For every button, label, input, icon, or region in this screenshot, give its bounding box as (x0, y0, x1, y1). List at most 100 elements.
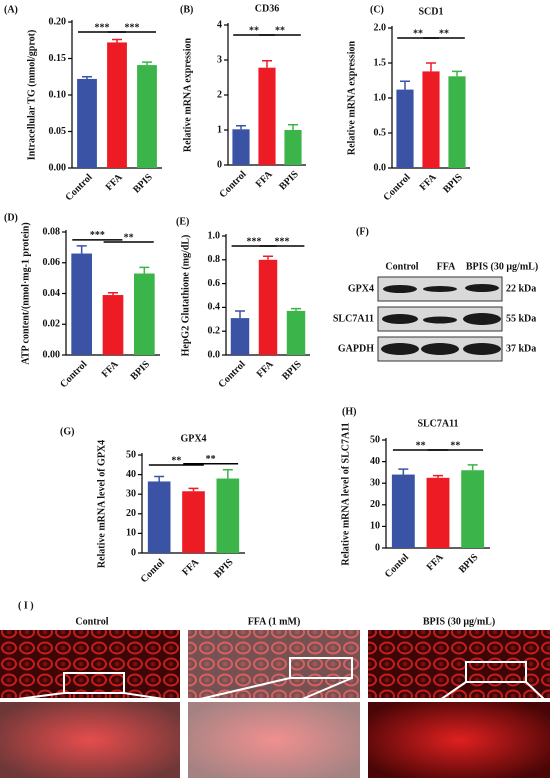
microscopy: ( I ) Control FFA (1 mM) BPIS (30 μg/mL) (0, 600, 550, 778)
x-tick-label: Contol (139, 557, 167, 585)
row-label: GAPDH (338, 343, 374, 354)
significance-label: ** (124, 232, 134, 243)
y-tick-label: 40 (370, 456, 380, 467)
significance-label: ** (450, 440, 460, 451)
bar (77, 78, 97, 168)
x-tick-label: FFA (100, 358, 122, 380)
panel-label: (C) (370, 4, 384, 15)
image-zoom (188, 702, 360, 778)
bar (107, 42, 127, 168)
y-tick-label: 20 (370, 499, 380, 510)
column-label: FFA (1 mM) (248, 616, 301, 627)
x-tick-label: FFA (425, 551, 447, 573)
y-tick-label: 0.2 (208, 325, 221, 336)
bar (102, 295, 124, 355)
y-tick-label: 0.5 (374, 127, 387, 138)
bar (147, 481, 171, 553)
y-tick-label: 2 (217, 89, 222, 100)
significance-label: ** (439, 28, 449, 39)
y-axis-label: HepG2 Glutathione (mg/dL) (180, 235, 191, 357)
y-tick-label: 3 (217, 54, 222, 65)
y-tick-label: 0.15 (49, 53, 67, 64)
panel-label: (D) (4, 212, 18, 223)
x-tick-label: Contol (383, 552, 411, 580)
column-label: BPIS (30 μg/mL) (423, 616, 495, 627)
bar (182, 491, 205, 553)
y-tick-label: 0 (131, 547, 136, 558)
y-tick-label: 50 (370, 434, 380, 445)
lane-label: BPIS (30 μg/mL) (466, 261, 538, 272)
error-bar (263, 255, 273, 260)
western-blot: (F) Control FFA BPIS (30 μg/mL) GPX4 SLC… (333, 226, 538, 362)
x-tick-label: Control (382, 172, 413, 203)
significance-label: ** (275, 25, 285, 36)
x-tick-label: FFA (180, 556, 202, 578)
y-tick-label: 0.00 (43, 349, 61, 360)
y-axis-label: Relative mRNA level of SLC7A11 (340, 422, 351, 565)
x-tick-label: BPIS (280, 359, 304, 383)
y-tick-label: 0.0 (374, 162, 387, 173)
y-tick-label: 0.00 (49, 162, 67, 173)
y-axis-label: Relative mRNA level of GPX4 (96, 440, 107, 568)
column-label: Control (75, 616, 108, 627)
y-tick-label: 1.5 (374, 57, 387, 68)
row-label: GPX4 (348, 283, 374, 294)
significance-label: ** (416, 440, 426, 451)
x-tick-label: BPIS (457, 552, 481, 576)
size-label: 22 kDa (506, 283, 536, 294)
y-tick-label: 0.0 (208, 349, 221, 360)
error-bar (76, 245, 87, 254)
y-tick-label: 50 (126, 449, 136, 460)
significance-label: *** (247, 236, 262, 247)
y-tick-label: 0.05 (49, 126, 67, 137)
y-tick-label: 0.8 (208, 254, 221, 265)
y-axis-label: Intracellular TG (mmol/gprot) (26, 30, 37, 161)
band (463, 313, 501, 325)
image (0, 630, 180, 698)
bar (71, 253, 93, 355)
error-bar (139, 266, 150, 274)
panel-label: (G) (60, 426, 74, 437)
band (465, 284, 499, 292)
bar (461, 470, 485, 548)
bar (284, 130, 302, 165)
panel-label: (H) (342, 406, 356, 417)
significance-label: *** (90, 230, 105, 241)
y-tick-label: 40 (126, 469, 136, 480)
y-tick-label: 1.0 (374, 92, 387, 103)
x-tick-label: BPIS (441, 172, 465, 196)
bar (258, 259, 278, 355)
error-bar (188, 487, 199, 492)
y-tick-label: 0.6 (208, 278, 221, 289)
error-bar (82, 76, 92, 79)
x-tick-label: FFA (255, 358, 277, 380)
panel-label: (F) (356, 226, 369, 237)
error-bar (112, 38, 122, 43)
significance-label: *** (275, 236, 290, 247)
error-bar (288, 124, 298, 130)
lane-label: Control (385, 261, 418, 272)
bar (286, 310, 306, 355)
significance-label: ** (249, 25, 259, 36)
chart-title: GPX4 (180, 433, 206, 444)
lane-label: FFA (437, 261, 456, 272)
error-bar (236, 125, 246, 130)
bar (133, 273, 155, 355)
size-label: 55 kDa (506, 313, 536, 324)
y-tick-label: 1 (217, 124, 222, 135)
significance-label: *** (125, 22, 140, 33)
y-tick-label: 0.06 (43, 257, 61, 268)
significance-label: ** (206, 454, 216, 465)
x-tick-label: FFA (104, 171, 126, 193)
x-tick-label: FFA (418, 171, 440, 193)
x-tick-label: BPIS (131, 172, 155, 196)
y-tick-label: 10 (370, 521, 380, 532)
bar (232, 129, 250, 165)
x-tick-label: BPIS (129, 359, 153, 383)
y-tick-label: 0.10 (49, 89, 67, 100)
x-tick-label: Control (218, 169, 249, 200)
error-bar (235, 310, 245, 319)
band (423, 316, 457, 324)
panel-label: (E) (176, 216, 189, 227)
